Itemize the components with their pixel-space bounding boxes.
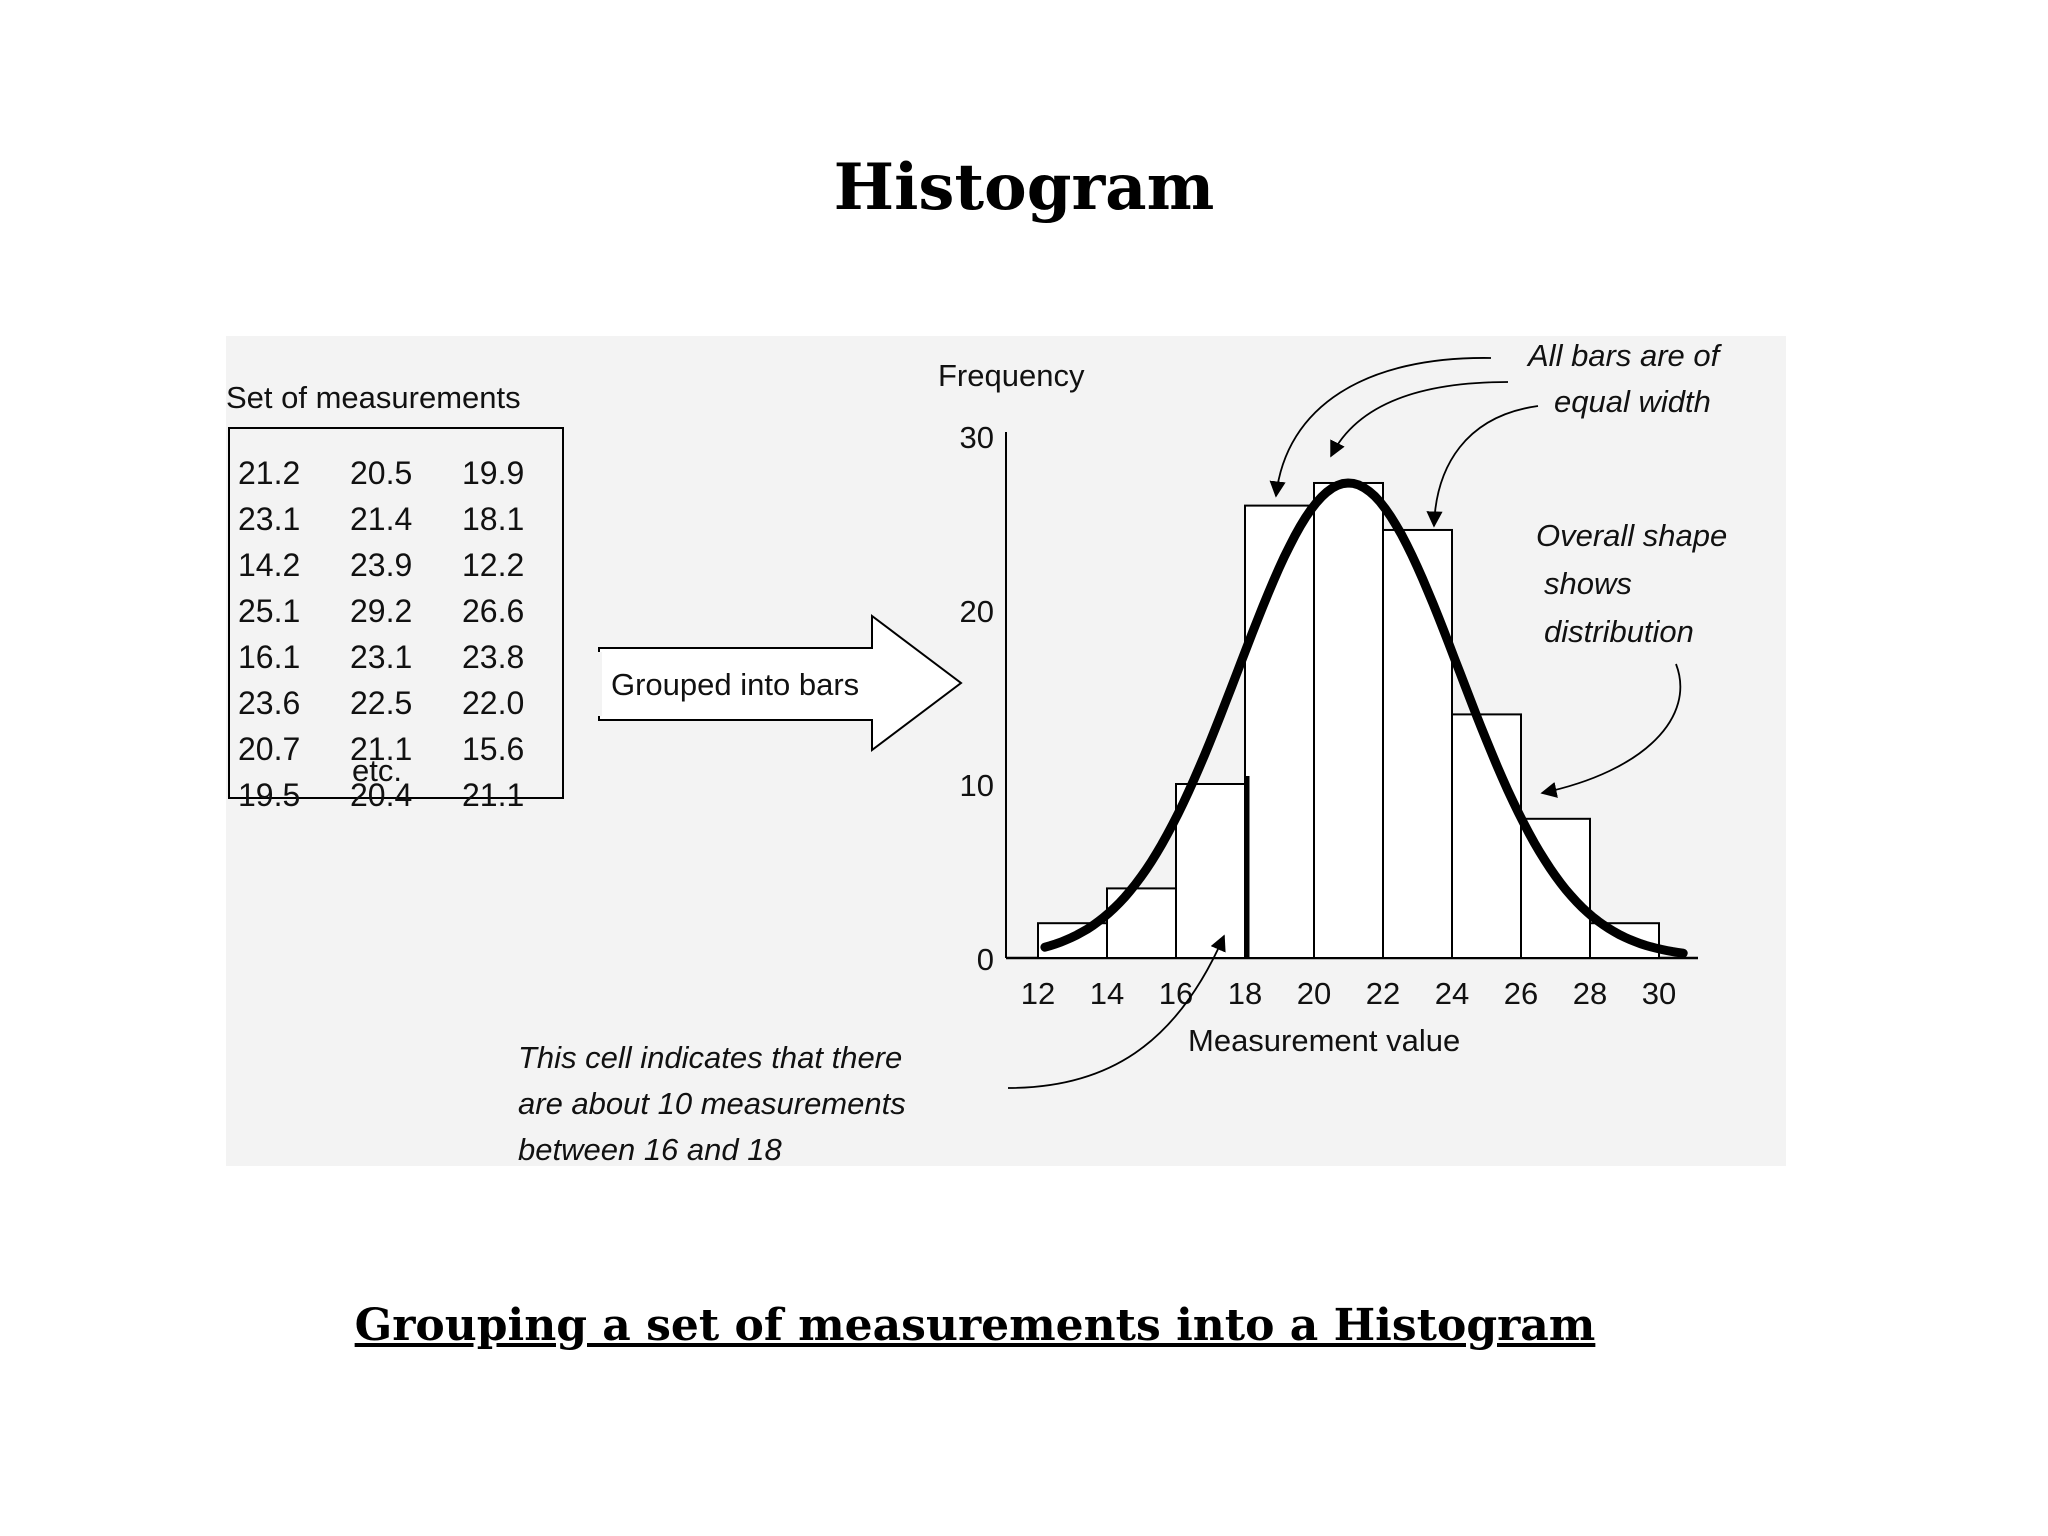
measurement-value: 23.8: [462, 639, 524, 675]
measurement-value: 23.6: [238, 685, 300, 721]
figure-caption: Grouping a set of measurements into a Hi…: [354, 1300, 1596, 1351]
measurements-label: Set of measurements: [226, 380, 521, 415]
measurement-value: 23.9: [350, 547, 412, 583]
grouped-arrow: [598, 613, 963, 753]
equal-width-arrow-2: [1330, 381, 1509, 458]
y-tick-label: 30: [960, 420, 994, 455]
measurement-value: 20.7: [238, 731, 300, 767]
distribution-curve: [1040, 478, 1688, 958]
x-tick-label: 30: [1642, 976, 1676, 1011]
annotation-shape-2: shows: [1544, 566, 1632, 601]
y-axis-label: Frequency: [938, 358, 1085, 393]
y-tick-label: 20: [960, 594, 994, 629]
histogram-bar: [1451, 713, 1522, 959]
measurement-value: 21.4: [350, 501, 412, 537]
y-tick-label: 0: [977, 942, 994, 977]
histogram-bar: [1244, 504, 1315, 959]
histogram-bar: [1175, 783, 1246, 959]
histogram-figure: Set of measurements 21.2 23.1 14.2 25.1 16.1…: [226, 338, 1727, 1166]
x-tick-label: 12: [1021, 976, 1055, 1011]
measurement-value: 20.5: [350, 455, 412, 491]
histogram-bar: [1313, 481, 1384, 959]
measurement-value: 23.1: [238, 501, 300, 537]
x-tick-label: 16: [1159, 976, 1193, 1011]
measurements-box: [228, 427, 564, 799]
annotation-shape-1: Overall shape: [1536, 518, 1727, 553]
measurement-value: 14.2: [238, 547, 300, 583]
measurement-value: 29.2: [350, 593, 412, 629]
annotation-equal-width-1: All bars are of: [1526, 338, 1723, 373]
annotation-cell-1: This cell indicates that there: [518, 1040, 902, 1075]
measurement-value: 12.2: [462, 547, 524, 583]
x-tick-label: 28: [1573, 976, 1607, 1011]
annotation-equal-width-2: equal width: [1554, 384, 1711, 419]
measurements-etc: etc.: [352, 753, 402, 788]
measurement-value: 21.2: [238, 455, 300, 491]
measurement-value: 16.1: [238, 639, 300, 675]
measurement-value: 22.0: [462, 685, 524, 721]
measurement-value: 19.9: [462, 455, 524, 491]
cell-arrow: [1007, 934, 1226, 1089]
x-tick-label: 24: [1435, 976, 1469, 1011]
histogram-bar: [1382, 528, 1453, 960]
x-axis-label: Measurement value: [1188, 1023, 1460, 1058]
figure-panel: Set of measurements 21.2 23.1 14.2 25.1 16.1…: [226, 336, 1786, 1166]
measurement-value: 15.6: [462, 731, 524, 767]
annotation-shape-3: distribution: [1544, 614, 1694, 649]
annotation-cell-2: are about 10 measurements: [518, 1086, 906, 1121]
measurement-value: 19.5: [238, 777, 300, 813]
x-tick-label: 26: [1504, 976, 1538, 1011]
equal-width-arrow-3: [1426, 405, 1539, 528]
y-tick-label: 10: [960, 768, 994, 803]
measurement-value: 25.1: [238, 593, 300, 629]
x-tick-label: 14: [1090, 976, 1124, 1011]
shape-arrow: [1540, 663, 1682, 798]
measurement-value: 23.1: [350, 639, 412, 675]
measurement-value: 20.4: [350, 777, 412, 813]
measurement-value: 22.5: [350, 685, 412, 721]
x-tick-label: 20: [1297, 976, 1331, 1011]
measurement-value: 21.1: [350, 731, 412, 767]
measurement-value: 26.6: [462, 593, 524, 629]
measurement-value: 18.1: [462, 501, 524, 537]
annotation-cell-3: between 16 and 18: [518, 1132, 782, 1166]
page-title: Histogram: [833, 150, 1215, 225]
x-tick-label: 18: [1228, 976, 1262, 1011]
x-tick-label: 22: [1366, 976, 1400, 1011]
equal-width-arrow-1: [1269, 357, 1492, 498]
measurement-value: 21.1: [462, 777, 524, 813]
grouped-arrow-label: Grouped into bars: [611, 667, 859, 702]
